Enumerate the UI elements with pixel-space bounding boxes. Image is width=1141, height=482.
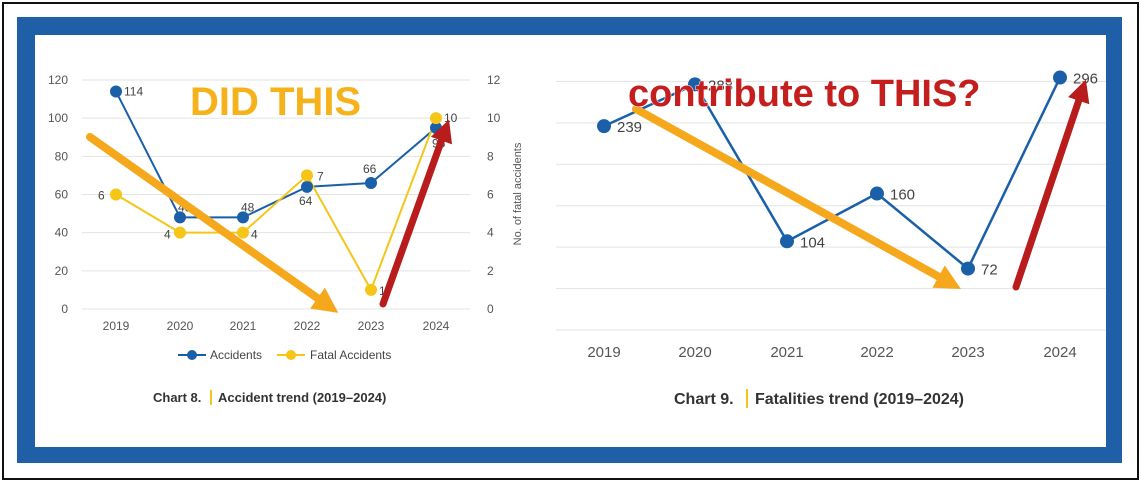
legend-label-fatal: Fatal Accidents	[310, 348, 391, 362]
caption-number: Chart 9.	[674, 391, 734, 408]
x-tick-label: 2021	[230, 319, 257, 333]
data-point	[237, 211, 249, 224]
x-tick-label: 2021	[770, 344, 803, 361]
x-tick-label: 2020	[167, 319, 194, 333]
x-tick-label: 2022	[860, 344, 893, 361]
y-tick-label: 0	[61, 302, 68, 316]
y2-tick-label: 0	[487, 302, 494, 316]
data-point	[237, 226, 249, 239]
data-point	[301, 169, 313, 182]
caption-chart-8: Chart 8. Accident trend (2019–2024)	[153, 390, 386, 405]
chart-fatalities-trend: 2019 2020 2021 2022 2023 2024 239 288 104 160 72 2…	[556, 70, 1106, 408]
data-label: 4	[251, 228, 258, 242]
y2-tick-label: 4	[487, 226, 494, 240]
annotation-overlay: DID THIS contribute to THIS?	[86, 73, 1090, 313]
data-label: 296	[1073, 71, 1098, 88]
caption-divider	[746, 389, 748, 408]
data-point	[597, 119, 611, 134]
y-tick-label: 100	[48, 111, 68, 125]
x-tick-label: 2019	[587, 344, 620, 361]
data-label: 160	[890, 187, 915, 204]
data-label: 66	[363, 162, 377, 176]
data-point	[110, 85, 122, 98]
caption-title: Fatalities trend (2019–2024)	[755, 391, 964, 408]
y-tick-label: 20	[55, 264, 69, 278]
data-point	[688, 77, 702, 92]
data-point	[110, 188, 122, 201]
y-tick-label: 60	[55, 188, 69, 202]
chart-panel	[35, 35, 1106, 447]
data-point	[961, 261, 975, 276]
data-point	[301, 180, 313, 193]
caption-number: Chart 8.	[153, 390, 201, 405]
data-point	[174, 226, 186, 239]
arrow-down-left	[86, 133, 339, 313]
legend-label-accidents: Accidents	[210, 348, 262, 362]
y-tick-label: 120	[48, 73, 68, 87]
y2-tick-label: 10	[487, 111, 501, 125]
data-label: 104	[800, 234, 825, 251]
caption-divider	[210, 390, 212, 405]
legend-marker-fatal	[286, 350, 296, 360]
y2-tick-label: 6	[487, 188, 494, 202]
x-tick-label: 2024	[1043, 344, 1076, 361]
data-point	[780, 234, 794, 249]
y-tick-label: 40	[55, 226, 69, 240]
data-label: 239	[617, 119, 642, 136]
data-label: 72	[981, 262, 998, 279]
data-point	[174, 211, 186, 224]
data-label: 10	[444, 111, 458, 125]
data-point	[365, 283, 377, 296]
caption-chart-9: Chart 9. Fatalities trend (2019–2024)	[674, 389, 964, 408]
series-line-fatal-accidents	[115, 117, 437, 293]
arrow-up-right	[1012, 79, 1090, 291]
data-label: 48	[241, 200, 255, 214]
data-point	[870, 186, 884, 201]
arrow-down-right	[632, 105, 961, 289]
x-tick-label: 2020	[678, 344, 711, 361]
overlay-text-contribute: contribute to THIS?	[628, 73, 981, 115]
x-tick-label: 2024	[423, 319, 450, 333]
x-tick-label: 2022	[294, 319, 321, 333]
caption-title: Accident trend (2019–2024)	[218, 390, 386, 405]
data-point	[430, 112, 442, 125]
y2-tick-label: 8	[487, 149, 494, 163]
data-label: 7	[317, 169, 324, 183]
data-label: 4	[164, 228, 171, 242]
data-label: 64	[299, 194, 313, 208]
y2-axis-title: No. of fatal accidents	[512, 142, 524, 245]
data-label: 114	[124, 84, 143, 98]
data-point	[1053, 70, 1067, 85]
data-label: 1	[379, 284, 386, 298]
data-point	[365, 177, 377, 190]
legend-marker-accidents	[187, 350, 197, 360]
y-tick-label: 80	[55, 149, 69, 163]
legend: Accidents Fatal Accidents	[178, 348, 391, 362]
x-tick-label: 2023	[951, 344, 984, 361]
y2-tick-label: 2	[487, 264, 494, 278]
arrow-up-left	[379, 119, 453, 308]
x-tick-label: 2023	[358, 319, 385, 333]
data-label: 288	[708, 77, 733, 94]
x-tick-label: 2019	[103, 319, 130, 333]
y2-tick-label: 12	[487, 73, 501, 87]
data-label: 6	[98, 189, 105, 203]
overlay-text-did-this: DID THIS	[190, 80, 361, 124]
